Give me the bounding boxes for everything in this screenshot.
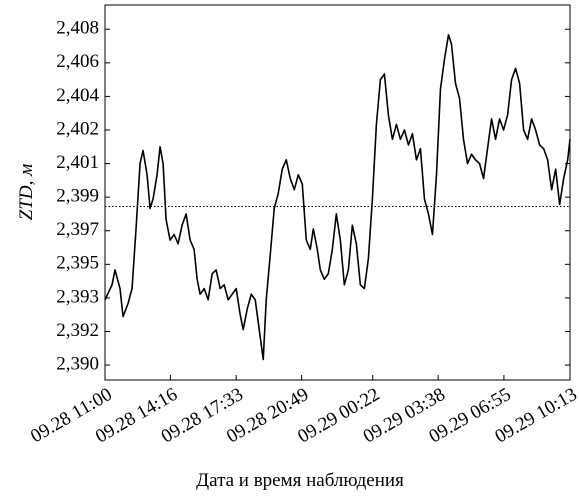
y-tick-label: 2,395	[56, 253, 99, 274]
y-axis-label: ZTD, м	[16, 164, 37, 220]
x-axis-label: Дата и время наблюдения	[196, 470, 404, 491]
plot-frame	[104, 4, 571, 381]
y-tick-label: 2,399	[56, 186, 99, 207]
data-line	[104, 34, 571, 361]
y-tick-label: 2,401	[56, 152, 99, 173]
y-tick-label: 2,397	[56, 219, 99, 240]
y-tick-label: 2,404	[56, 85, 99, 106]
y-tick-label: 2,408	[56, 18, 99, 39]
y-tick-label: 2,392	[56, 320, 99, 341]
y-tick-label: 2,406	[56, 51, 99, 72]
y-tick-label: 2,390	[56, 353, 99, 374]
y-tick-label: 2,402	[56, 118, 99, 139]
y-tick-label: 2,393	[56, 286, 99, 307]
